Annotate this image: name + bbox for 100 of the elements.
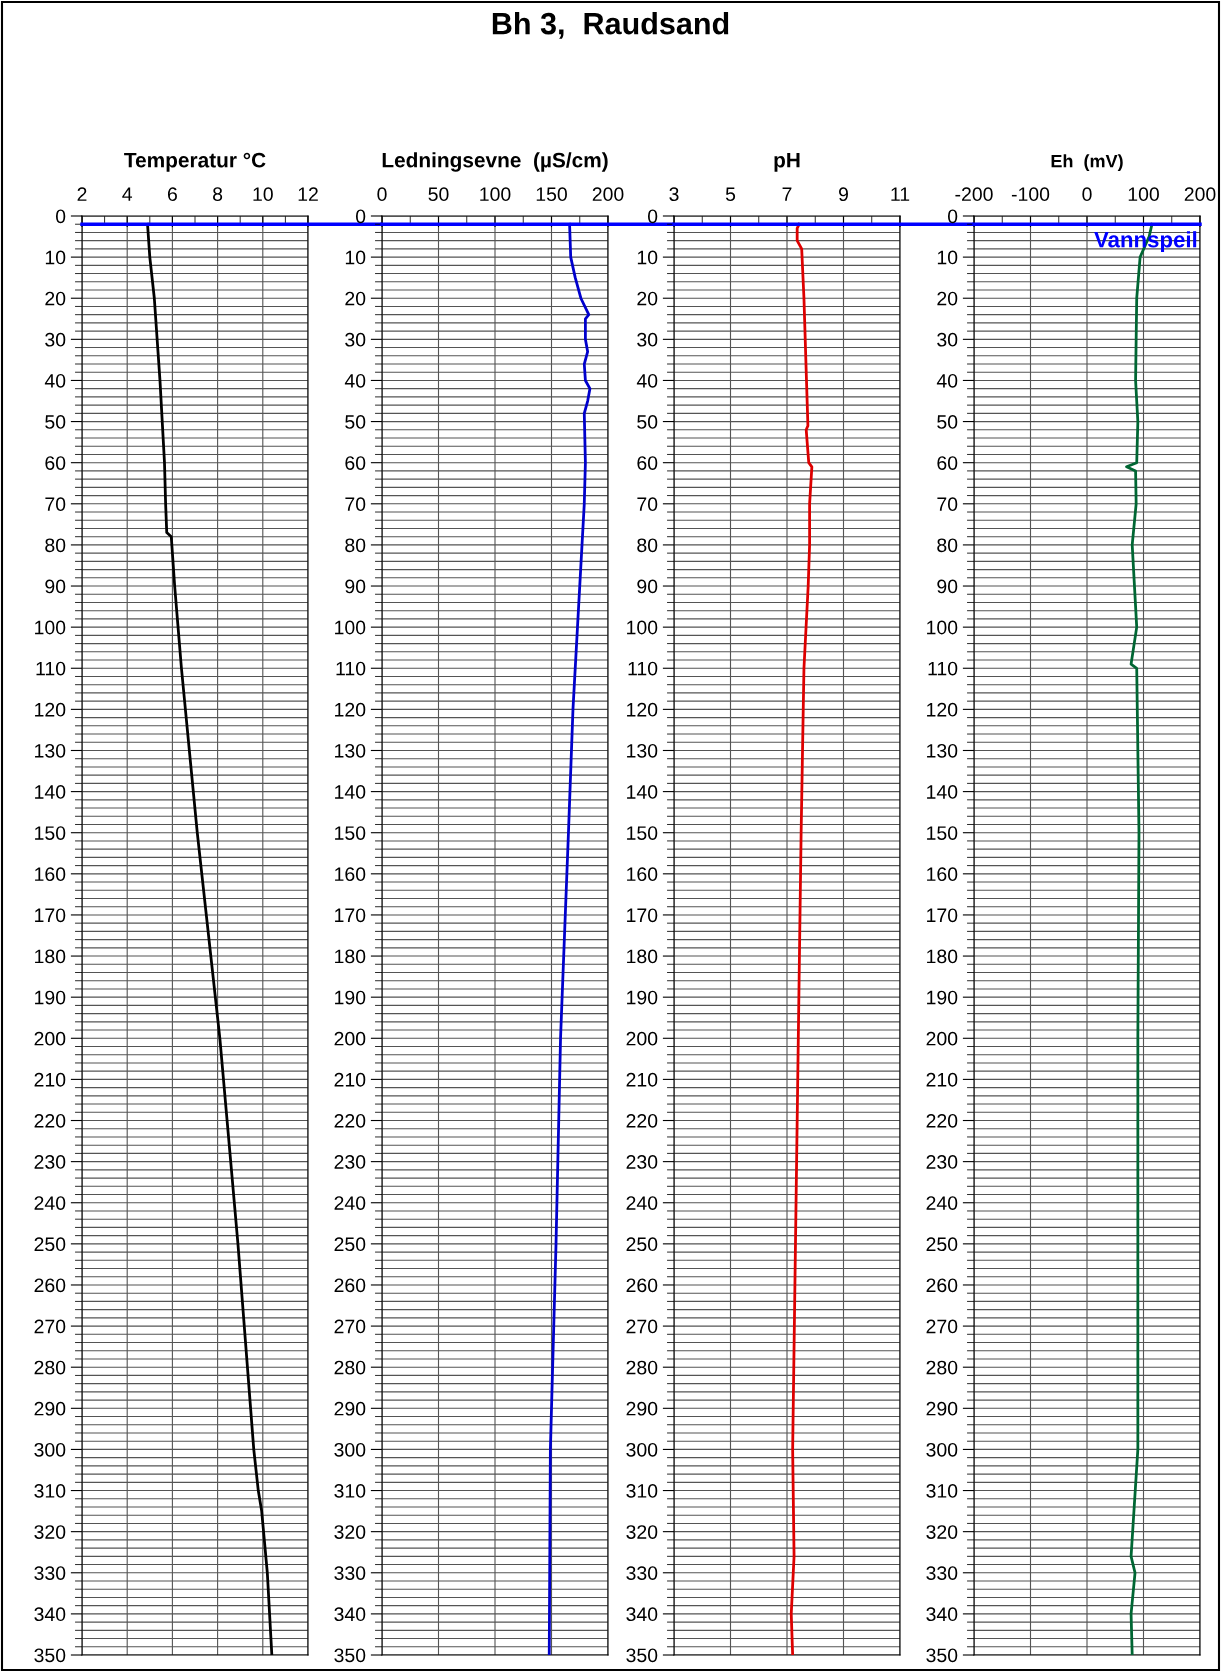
y-tick-label: 240 — [34, 1196, 66, 1210]
y-tick-label: 250 — [926, 1237, 958, 1252]
y-tick-label: 350 — [34, 1648, 66, 1663]
x-tick-label: 0 — [1082, 187, 1092, 202]
y-tick-label: 0 — [647, 209, 658, 224]
y-tick-label: 120 — [627, 702, 658, 717]
y-tick-label: 80 — [45, 538, 66, 553]
y-tick-label: 110 — [36, 661, 66, 676]
y-tick-label: 350 — [334, 1648, 366, 1663]
y-tick-label: 90 — [937, 579, 958, 594]
y-tick-label: 200 — [626, 1031, 658, 1046]
y-tick-label: 100 — [335, 620, 366, 635]
y-tick-label: 270 — [34, 1319, 66, 1334]
y-tick-label: 130 — [627, 743, 658, 758]
y-tick-label: 300 — [926, 1442, 958, 1457]
y-tick-label: 240 — [626, 1196, 658, 1210]
y-tick-label: 180 — [35, 949, 66, 964]
y-tick-label: 280 — [34, 1360, 66, 1375]
y-tick-label: 190 — [627, 990, 658, 1005]
y-tick-label: 230 — [626, 1155, 658, 1169]
y-tick-label: 160 — [627, 867, 658, 882]
y-tick-label: 290 — [334, 1401, 366, 1416]
chart-title: Bh 3, Raudsand — [492, 12, 729, 39]
y-tick-label: 70 — [637, 497, 658, 512]
y-tick-label: 160 — [335, 867, 366, 882]
y-tick-label: 270 — [334, 1319, 366, 1334]
y-tick-label: 330 — [926, 1566, 958, 1581]
x-axis-title: Ledningsevne (µS/cm) — [382, 152, 608, 172]
y-tick-label: 140 — [927, 785, 958, 799]
y-tick-label: 50 — [937, 415, 958, 429]
x-tick-label: 2 — [77, 187, 87, 201]
y-tick-label: 320 — [334, 1525, 366, 1539]
y-tick-label: 350 — [626, 1648, 658, 1663]
y-tick-label: 170 — [927, 908, 958, 923]
y-tick-label: 170 — [335, 908, 366, 923]
x-axis-title: pH — [774, 152, 800, 172]
y-tick-label: 110 — [628, 661, 658, 676]
y-tick-label: 110 — [928, 661, 958, 676]
y-tick-label: 0 — [355, 209, 366, 224]
x-tick-label: -100 — [1011, 187, 1050, 202]
y-tick-label: 40 — [636, 373, 658, 388]
y-tick-label: 310 — [334, 1484, 366, 1498]
y-tick-label: 260 — [334, 1278, 366, 1293]
y-tick-label: 320 — [626, 1525, 658, 1539]
x-tick-label: 7 — [782, 187, 792, 201]
y-tick-label: 180 — [335, 949, 366, 964]
x-tick-label: 6 — [167, 187, 177, 202]
x-tick-label: 200 — [592, 187, 624, 202]
y-tick-label: 60 — [637, 456, 658, 470]
x-axis-title: Temperatur °C — [124, 152, 266, 172]
y-tick-label: 250 — [334, 1237, 366, 1252]
y-tick-label: 30 — [637, 332, 658, 347]
x-tick-label: 8 — [213, 187, 223, 202]
y-tick-label: 250 — [34, 1237, 66, 1252]
y-tick-label: 130 — [35, 743, 66, 758]
y-tick-label: 130 — [927, 743, 958, 758]
y-tick-label: 290 — [626, 1401, 658, 1416]
y-tick-label: 30 — [345, 332, 366, 347]
y-tick-label: 30 — [937, 332, 958, 347]
y-tick-label: 300 — [334, 1442, 366, 1457]
y-tick-label: 340 — [626, 1607, 658, 1622]
y-tick-label: 290 — [926, 1401, 958, 1416]
y-tick-label: 180 — [927, 949, 958, 964]
y-tick-label: 150 — [35, 826, 66, 840]
y-tick-label: 90 — [637, 579, 658, 594]
y-tick-label: 20 — [45, 291, 66, 306]
y-tick-label: 250 — [626, 1237, 658, 1252]
y-tick-label: 120 — [927, 702, 958, 717]
y-tick-label: 50 — [345, 415, 366, 429]
y-tick-label: 280 — [626, 1360, 658, 1375]
y-tick-label: 130 — [335, 743, 366, 758]
x-tick-label: -200 — [955, 187, 993, 202]
y-tick-label: 330 — [334, 1566, 366, 1581]
y-tick-label: 280 — [334, 1360, 366, 1375]
y-tick-label: 210 — [34, 1072, 66, 1087]
y-tick-label: 260 — [626, 1278, 658, 1293]
y-tick-label: 10 — [937, 250, 958, 265]
y-tick-label: 320 — [34, 1525, 66, 1539]
y-tick-label: 30 — [45, 332, 66, 347]
y-tick-label: 150 — [627, 826, 658, 840]
y-tick-label: 80 — [345, 538, 366, 553]
y-tick-label: 110 — [336, 661, 366, 676]
y-tick-label: 120 — [35, 702, 66, 717]
y-tick-label: 310 — [926, 1484, 958, 1498]
y-tick-label: 330 — [626, 1566, 658, 1581]
y-tick-label: 80 — [637, 538, 658, 553]
x-tick-label: 12 — [298, 187, 318, 201]
y-tick-label: 50 — [45, 415, 66, 429]
x-tick-label: 0 — [377, 187, 387, 202]
y-tick-label: 200 — [34, 1031, 66, 1046]
y-tick-label: 210 — [926, 1072, 958, 1087]
y-tick-label: 310 — [34, 1484, 66, 1498]
y-tick-label: 40 — [936, 373, 958, 388]
x-tick-label: 100 — [480, 187, 511, 202]
y-tick-label: 280 — [926, 1360, 958, 1375]
x-tick-label: 3 — [669, 187, 679, 202]
y-tick-label: 210 — [626, 1072, 658, 1087]
y-tick-label: 90 — [45, 579, 66, 594]
y-tick-label: 230 — [334, 1155, 366, 1169]
y-tick-label: 330 — [34, 1566, 66, 1581]
